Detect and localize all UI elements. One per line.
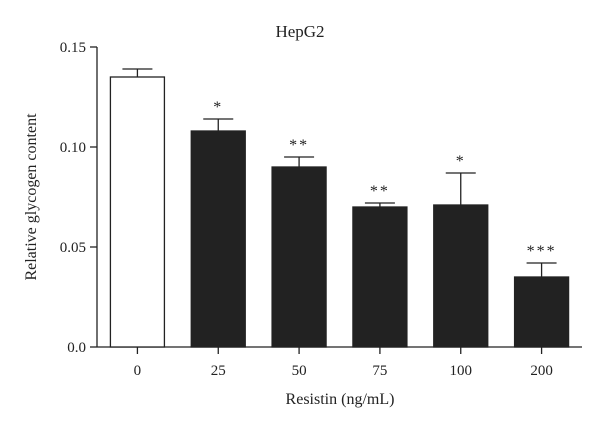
bar (513, 276, 570, 348)
significance-label: ** (289, 137, 309, 154)
y-tick-label: 0.05 (60, 240, 86, 256)
bar (109, 76, 166, 348)
x-tick-label: 0 (134, 363, 142, 379)
bars-group: ********* (109, 68, 570, 348)
x-tick-label: 50 (292, 363, 307, 379)
x-tick-label: 200 (530, 363, 553, 379)
x-tick-label: 25 (211, 363, 226, 379)
bar-group: * (190, 99, 246, 348)
bar (271, 166, 327, 348)
x-axis: 0 25 50 75 100 200 (97, 346, 582, 379)
bar-group: ** (352, 183, 408, 348)
bar-group: ** (271, 137, 327, 348)
bar (352, 206, 408, 348)
x-tick-label: 100 (450, 363, 473, 379)
y-tick-label: 0.10 (60, 140, 86, 156)
bar-group (109, 68, 166, 348)
bar-group: * (433, 153, 489, 348)
y-axis-label: Relative glycogen content (23, 113, 40, 281)
bar-group: *** (513, 243, 570, 348)
significance-label: * (456, 153, 466, 170)
bar (190, 130, 246, 348)
y-tick-label: 0.15 (60, 40, 86, 56)
significance-label: *** (527, 243, 557, 260)
y-tick-label: 0.0 (67, 340, 86, 356)
x-axis-label: Resistin (ng/mL) (286, 391, 395, 408)
chart-title: HepG2 (275, 22, 324, 41)
y-axis: 0.0 0.05 0.10 0.15 (60, 40, 98, 356)
significance-label: ** (370, 183, 390, 200)
bar (433, 204, 489, 348)
x-tick-label: 75 (372, 363, 387, 379)
significance-label: * (213, 99, 223, 116)
